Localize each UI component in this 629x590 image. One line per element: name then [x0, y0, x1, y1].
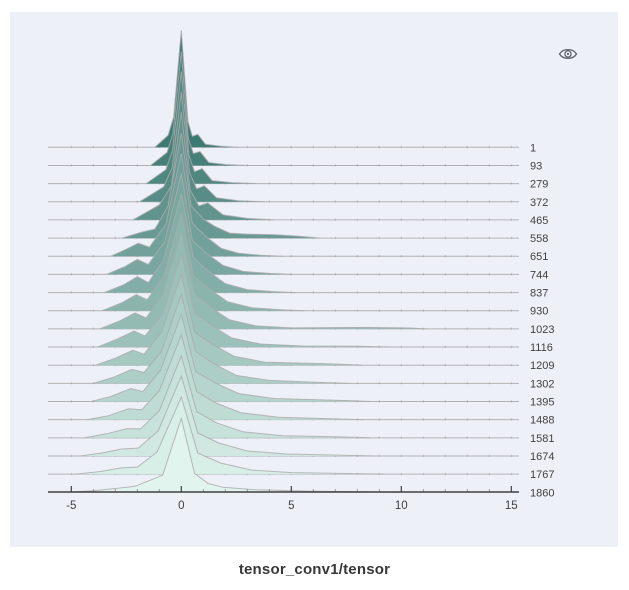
ridge-step-1209 — [95, 274, 362, 366]
step-label-1395: 1395 — [530, 397, 554, 409]
ridge-outline-step-930 — [101, 213, 305, 312]
ridge-step-930 — [102, 213, 305, 311]
ridge-outline-step-1767 — [75, 395, 384, 475]
ridge-outline-step-372 — [139, 91, 265, 203]
ridge-outline-step-558 — [121, 133, 320, 239]
ridge-outline-step-837 — [104, 193, 296, 294]
step-label-558: 558 — [530, 233, 548, 245]
ridge-outline-step-1 — [154, 30, 239, 148]
step-label-1116: 1116 — [530, 342, 553, 354]
step-label-744: 744 — [530, 269, 548, 281]
x-tick-label: 0 — [178, 500, 184, 512]
step-label-1581: 1581 — [530, 433, 554, 445]
visibility-eye-icon[interactable] — [558, 49, 578, 59]
ridge-outline-step-1488 — [86, 333, 364, 421]
step-label-1: 1 — [530, 142, 536, 154]
ridge-outline-step-1116 — [97, 252, 393, 348]
ridge-outline-step-1674 — [80, 374, 378, 457]
chart-title: tensor_conv1/tensor — [238, 561, 391, 578]
x-tick-label: -5 — [66, 500, 76, 512]
step-label-1023: 1023 — [530, 324, 554, 336]
ridge-outline-step-93 — [150, 51, 248, 166]
histogram-card: -5 0 5 10 15 1 93 279 372 465 558 651 744 837 930 1023… — [10, 12, 618, 547]
ridge-outline-step-1209 — [95, 272, 362, 366]
ridge-outline-step-1395 — [90, 312, 371, 402]
ridge-step-837 — [104, 193, 296, 293]
step-label-1674: 1674 — [530, 451, 554, 463]
ridge-outline-step-279 — [145, 71, 257, 185]
ridge-step-651 — [110, 153, 283, 257]
ridge-step-93 — [150, 51, 248, 166]
ridge-outline-step-465 — [132, 111, 274, 221]
ridge-step-1302 — [93, 294, 349, 384]
ridge-outline-step-1023 — [99, 231, 428, 330]
x-tick-label: 5 — [288, 500, 294, 512]
ridge-outline-step-1581 — [84, 354, 371, 439]
step-label-279: 279 — [530, 179, 548, 191]
ridge-areas — [66, 30, 428, 493]
ridge-step-744 — [106, 173, 292, 275]
ridge-step-372 — [139, 91, 265, 202]
ridge-step-465 — [132, 111, 274, 220]
x-tick-label: 15 — [505, 500, 518, 512]
x-tick-label: 10 — [395, 500, 408, 512]
ridge-step-1488 — [86, 334, 364, 420]
ridge-step-1581 — [84, 355, 371, 438]
step-label-1488: 1488 — [530, 415, 554, 427]
ridge-step-558 — [121, 133, 320, 239]
ridge-step-1 — [154, 30, 239, 148]
step-label-1209: 1209 — [530, 360, 554, 372]
ridge-outline-step-651 — [110, 153, 283, 257]
ridge-outline-step-1302 — [93, 292, 349, 384]
step-label-1302: 1302 — [530, 378, 554, 390]
ridge-step-1395 — [91, 314, 371, 402]
step-label-1767: 1767 — [530, 469, 554, 481]
step-label-93: 93 — [530, 160, 542, 172]
ridgeline-chart[interactable]: -5 0 5 10 15 1 93 279 372 465 558 651 744 837 930 1023… — [10, 12, 618, 547]
step-label-930: 930 — [530, 306, 548, 318]
ridge-outline-step-744 — [106, 173, 292, 275]
ridge-outline-step-1860 — [66, 416, 400, 493]
step-label-1860: 1860 — [530, 487, 554, 499]
ridge-step-1674 — [80, 376, 378, 456]
x-axis: -5 0 5 10 15 — [48, 486, 519, 512]
step-label-837: 837 — [530, 288, 548, 300]
step-labels: 1 93 279 372 465 558 651 744 837 930 1023 1116 1209 1… — [530, 142, 554, 499]
step-label-372: 372 — [530, 197, 548, 209]
ridge-step-279 — [146, 71, 257, 184]
step-label-465: 465 — [530, 215, 548, 227]
step-label-651: 651 — [530, 251, 548, 263]
